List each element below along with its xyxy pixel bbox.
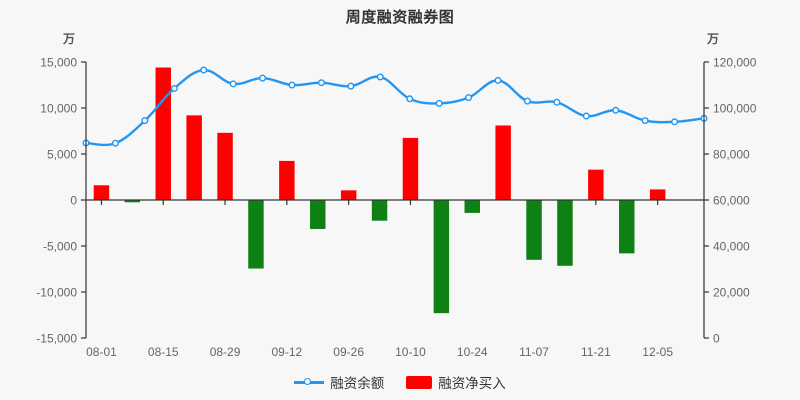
x-tick-label: 11-07 xyxy=(519,345,549,359)
right-tick-label: 60,000 xyxy=(713,194,750,208)
data-point-marker xyxy=(523,97,531,105)
data-point-marker xyxy=(406,95,414,103)
data-point-marker xyxy=(170,84,178,92)
x-tick-label: 08-01 xyxy=(86,345,117,359)
bar xyxy=(464,200,480,213)
data-point-marker xyxy=(582,112,590,120)
axis-lines xyxy=(85,62,705,338)
left-tick-label: 5,000 xyxy=(47,148,77,162)
bar xyxy=(433,200,450,314)
data-point-marker xyxy=(494,76,502,84)
right-tick-label: 80,000 xyxy=(713,148,750,162)
x-tick-label: 09-26 xyxy=(333,345,364,359)
bar xyxy=(402,137,419,200)
data-point-marker xyxy=(376,73,384,81)
data-point-marker xyxy=(465,94,473,102)
bar xyxy=(93,185,110,200)
left-tick-label: 10,000 xyxy=(40,102,77,116)
data-point-marker xyxy=(229,80,237,88)
chart-legend: 融资余额 融资净买入 xyxy=(0,372,800,392)
bar xyxy=(649,189,666,200)
data-point-marker xyxy=(641,117,649,125)
x-tick-label: 12-05 xyxy=(642,345,673,359)
left-axis-ticks: -15,000 -10,000 -5,000 0 5,000 10,000 15,000 xyxy=(36,56,86,346)
bar-swatch-icon xyxy=(406,375,433,389)
chart-title: 周度融资融券图 xyxy=(345,9,455,26)
data-point-marker xyxy=(111,139,119,147)
data-point-marker xyxy=(435,99,443,107)
bar xyxy=(186,115,202,200)
data-point-marker xyxy=(553,98,561,106)
left-tick-label: -10,000 xyxy=(36,286,77,300)
x-tick-label: 10-10 xyxy=(395,345,426,359)
bar xyxy=(526,200,542,260)
right-tick-label: 0 xyxy=(713,332,720,346)
data-point-marker xyxy=(347,82,355,90)
x-tick-label: 08-15 xyxy=(148,345,179,359)
bar xyxy=(279,160,295,200)
line-series-finance-balance xyxy=(84,68,706,147)
left-tick-label: -5,000 xyxy=(43,240,77,254)
right-axis-unit-label: 万 xyxy=(707,32,720,46)
line-marker-icon xyxy=(294,376,325,388)
legend-label-finance-net-buy: 融资净买入 xyxy=(438,376,506,391)
finance-balance-line xyxy=(84,68,706,147)
left-tick-label: 0 xyxy=(70,194,77,208)
right-tick-label: 40,000 xyxy=(713,240,750,254)
right-axis-ticks: 0 20,000 40,000 60,000 80,000 100,000 120,000 xyxy=(704,56,757,346)
bar xyxy=(371,200,388,221)
left-tick-label: -15,000 xyxy=(36,332,77,346)
left-axis-unit-label: 万 xyxy=(63,32,76,46)
left-tick-label: 15,000 xyxy=(40,56,77,70)
data-point-marker xyxy=(612,106,620,114)
bar xyxy=(495,125,511,200)
data-point-marker xyxy=(259,74,267,82)
x-axis-ticks: 08-01 08-15 08-29 09-12 09-26 10-10 10-24 11-07… xyxy=(86,200,673,359)
right-tick-label: 20,000 xyxy=(713,286,750,300)
x-tick-label: 08-29 xyxy=(210,345,241,359)
right-tick-label: 100,000 xyxy=(713,102,757,116)
legend-label-finance-balance: 融资余额 xyxy=(330,376,385,391)
data-point-marker xyxy=(288,81,296,89)
data-point-marker xyxy=(141,117,149,125)
right-tick-label: 120,000 xyxy=(713,56,757,70)
data-point-marker xyxy=(317,79,325,87)
bar xyxy=(557,200,573,266)
x-tick-label: 09-12 xyxy=(271,345,302,359)
bar xyxy=(310,200,326,229)
data-point-marker xyxy=(200,66,208,74)
bar xyxy=(588,169,604,200)
bar xyxy=(155,67,171,201)
bar xyxy=(340,190,357,200)
bar xyxy=(248,200,264,269)
bar-series-finance-net-buy xyxy=(93,67,666,314)
data-point-marker xyxy=(671,118,679,126)
line-series-markers xyxy=(82,66,708,147)
x-tick-label: 11-21 xyxy=(581,345,611,359)
x-tick-label: 10-24 xyxy=(457,345,488,359)
bar xyxy=(124,200,141,203)
bar xyxy=(217,132,233,200)
bar xyxy=(619,200,635,254)
legend-item-finance-net-buy[interactable]: 融资净买入 xyxy=(406,372,506,392)
legend-item-finance-balance[interactable]: 融资余额 xyxy=(294,372,384,392)
